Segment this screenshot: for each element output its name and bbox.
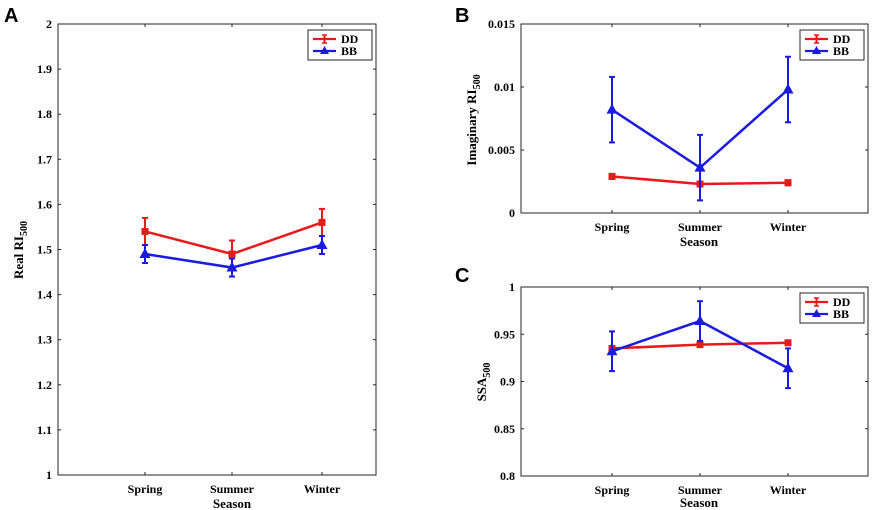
panel-b-ylabel-main: Imaginary RI (464, 89, 479, 165)
panel-a-letter: A (4, 5, 18, 27)
panel-a-dd-point (318, 218, 326, 226)
panel-a-legend-label: DD (341, 32, 359, 46)
panel-c-legend-marker (812, 309, 821, 317)
panel-a-ytick-label: 1.6 (37, 197, 52, 211)
panel-a-legend-marker (320, 46, 329, 54)
panel-c-ytick-label: 0.95 (494, 327, 515, 341)
panel-b-bb-point (694, 161, 706, 172)
panel-c-ytick-label: 0.8 (500, 469, 515, 483)
panel-b-xtick-label: Winter (770, 220, 807, 234)
panel-a-legend-label: BB (341, 44, 357, 58)
panel-b-legend-label: BB (833, 44, 849, 58)
panel-a-ylabel: Real RI500 (11, 221, 30, 279)
panel-c-ytick-label: 0.9 (500, 375, 515, 389)
panel-c-legend-label: BB (833, 307, 849, 321)
panel-a-bb-point (316, 238, 328, 249)
panel-a-ytick-label: 1.4 (37, 288, 52, 302)
panel-a-ytick-label: 1.3 (37, 333, 52, 347)
panel-a-ytick-label: 1.5 (37, 243, 52, 257)
panel-a-xtick-label: Winter (304, 482, 341, 496)
panel-a-ytick-label: 1 (46, 468, 52, 482)
panel-a-xtick-label: Summer (210, 482, 255, 496)
panel-b-ylabel: Imaginary RI500 (464, 74, 483, 165)
panel-b-xlabel: Season (680, 234, 719, 249)
panel-a-dd-point (141, 227, 149, 235)
panel-a-xlabel: Season (213, 496, 252, 510)
panel-c-legend-label: DD (833, 295, 851, 309)
panel-b-ytick-label: 0.005 (488, 143, 515, 157)
panel-c-xtick-label: Spring (595, 483, 630, 497)
panel-c-xtick-label: Winter (770, 483, 807, 497)
panel-c-ylabel-main: SSA (474, 377, 489, 401)
panel-a-ytick-label: 2 (46, 17, 52, 31)
panel-b-ytick-label: 0.01 (494, 80, 515, 94)
panel-c-ytick-label: 0.85 (494, 422, 515, 436)
panel-c-dd-point (784, 339, 792, 347)
panel-b-ylabel-sub: 500 (472, 74, 483, 89)
panel-a-dd-point (228, 250, 236, 258)
panel-b-legend-box (799, 29, 865, 61)
panel-b-legend-marker (812, 46, 821, 54)
panel-a-bb-point (226, 261, 238, 272)
panel-b-xtick-label: Spring (595, 220, 630, 234)
panel-c: C 0.8 0.85 0.9 0.95 1 Spring Summer Winter Seas… (455, 265, 869, 510)
panel-b-dd-point (784, 179, 792, 187)
panel-c-xlabel: Season (680, 495, 719, 510)
panel-c-ytick-label: 1 (509, 280, 515, 294)
panel-c-ylabel-sub: 500 (482, 363, 493, 378)
panel-a: A 1 1.1 1.2 1.3 1.4 1.5 1.6 1.7 1.8 1.9 2 Spring Sum… (4, 5, 377, 510)
panel-b-bb-point (606, 103, 618, 114)
panel-b: B 0 0.005 0.01 0.015 Spring Summer Winter Seas… (455, 5, 869, 249)
panel-b-xtick-label: Summer (678, 220, 723, 234)
panel-a-ytick-label: 1.7 (37, 152, 52, 166)
panel-a-xtick-label: Spring (128, 482, 163, 496)
panel-c-xtick-label: Summer (678, 483, 723, 497)
panel-a-ytick-label: 1.9 (37, 62, 52, 76)
panel-b-ytick-label: 0.015 (488, 17, 515, 31)
panel-c-bb-point (782, 362, 794, 373)
panel-c-legend-box (799, 292, 865, 324)
panel-b-ytick-label: 0 (509, 206, 515, 220)
panel-a-ylabel-sub: 500 (19, 221, 30, 236)
panel-a-ylabel-main: Real RI (11, 236, 26, 279)
panel-c-bb-point (606, 345, 618, 356)
panel-a-ytick-label: 1.1 (37, 423, 52, 437)
panel-b-letter: B (455, 5, 469, 27)
panel-a-bb-point (139, 248, 151, 259)
panel-c-bb-point (694, 315, 706, 326)
panel-c-letter: C (455, 265, 469, 287)
panel-a-ytick-label: 1.2 (37, 378, 52, 392)
panel-a-legend-box (307, 29, 373, 61)
panel-b-legend-label: DD (833, 32, 851, 46)
panel-b-dd-point (608, 172, 616, 180)
panel-c-dd-point (696, 341, 704, 349)
panel-b-bb-point (782, 83, 794, 94)
panel-c-ylabel: SSA500 (474, 363, 493, 402)
panel-a-ytick-label: 1.8 (37, 107, 52, 121)
